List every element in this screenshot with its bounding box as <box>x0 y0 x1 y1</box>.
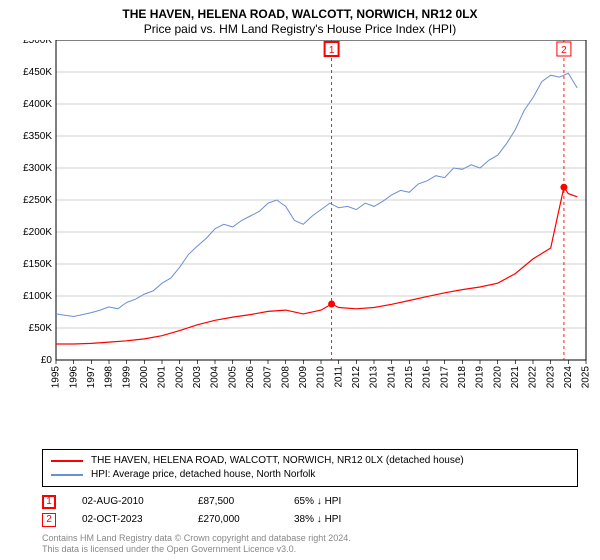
legend-label-hpi: HPI: Average price, detached house, Nort… <box>91 468 315 482</box>
legend-swatch-hpi <box>51 474 83 476</box>
chart-area: £0 £50K £100K £150K £200K £250K £300K £350K £400… <box>12 40 588 444</box>
legend-row-property: THE HAVEN, HELENA ROAD, WALCOTT, NORWICH… <box>51 454 569 468</box>
svg-text:2003: 2003 <box>192 366 203 389</box>
legend-label-property: THE HAVEN, HELENA ROAD, WALCOTT, NORWICH… <box>91 454 464 468</box>
svg-text:2010: 2010 <box>316 366 327 389</box>
marker-row-1: 1 02-AUG-2010 £87,500 65% ↓ HPI <box>42 493 578 511</box>
svg-text:2018: 2018 <box>457 366 468 389</box>
svg-text:2007: 2007 <box>263 366 274 389</box>
svg-text:2022: 2022 <box>528 366 539 389</box>
marker-price-1: £87,500 <box>198 496 268 507</box>
svg-text:£150K: £150K <box>23 259 52 270</box>
svg-text:2012: 2012 <box>351 366 362 389</box>
legend-swatch-property <box>51 460 83 462</box>
svg-text:£300K: £300K <box>23 163 52 174</box>
footer-line2: This data is licensed under the Open Gov… <box>42 544 578 556</box>
footer: Contains HM Land Registry data © Crown c… <box>42 533 578 556</box>
svg-text:2009: 2009 <box>298 366 309 389</box>
svg-text:2002: 2002 <box>174 366 185 389</box>
svg-text:£50K: £50K <box>29 323 53 334</box>
svg-text:£500K: £500K <box>23 40 52 46</box>
svg-text:2005: 2005 <box>227 366 238 389</box>
svg-text:2020: 2020 <box>492 366 503 389</box>
svg-text:2021: 2021 <box>510 366 521 389</box>
marker-date-2: 02-OCT-2023 <box>82 514 172 525</box>
chart-subtitle: Price paid vs. HM Land Registry's House … <box>12 22 588 36</box>
footer-line1: Contains HM Land Registry data © Crown c… <box>42 533 578 545</box>
svg-text:1996: 1996 <box>68 366 79 389</box>
svg-text:2023: 2023 <box>545 366 556 389</box>
legend: THE HAVEN, HELENA ROAD, WALCOTT, NORWICH… <box>42 449 578 487</box>
svg-text:£100K: £100K <box>23 291 52 302</box>
svg-text:1998: 1998 <box>104 366 115 389</box>
svg-text:2011: 2011 <box>333 366 344 388</box>
line-chart-svg: £0 £50K £100K £150K £200K £250K £300K £350K £400… <box>12 40 600 396</box>
svg-text:2024: 2024 <box>563 366 574 389</box>
legend-row-hpi: HPI: Average price, detached house, Nort… <box>51 468 569 482</box>
svg-text:1997: 1997 <box>86 366 97 389</box>
svg-text:£400K: £400K <box>23 99 52 110</box>
svg-text:2019: 2019 <box>475 366 486 389</box>
svg-text:1999: 1999 <box>121 366 132 389</box>
svg-text:2000: 2000 <box>139 366 150 389</box>
svg-text:£0: £0 <box>41 355 53 366</box>
marker-price-2: £270,000 <box>198 514 268 525</box>
svg-text:2006: 2006 <box>245 366 256 389</box>
svg-text:2015: 2015 <box>404 366 415 389</box>
marker-delta-1: 65% ↓ HPI <box>294 496 578 507</box>
chart-title: THE HAVEN, HELENA ROAD, WALCOTT, NORWICH… <box>12 6 588 22</box>
marker-date-1: 02-AUG-2010 <box>82 496 172 507</box>
svg-text:2016: 2016 <box>422 366 433 389</box>
svg-text:1: 1 <box>329 45 335 56</box>
svg-text:2004: 2004 <box>210 366 221 389</box>
svg-text:2013: 2013 <box>369 366 380 389</box>
marker-table: 1 02-AUG-2010 £87,500 65% ↓ HPI 2 02-OCT… <box>42 493 578 529</box>
svg-text:2001: 2001 <box>157 366 168 389</box>
marker-delta-2: 38% ↓ HPI <box>294 514 578 525</box>
marker-box-2: 2 <box>42 513 56 527</box>
svg-text:2014: 2014 <box>386 366 397 389</box>
marker-box-1: 1 <box>42 495 56 509</box>
svg-text:£450K: £450K <box>23 67 52 78</box>
svg-text:£250K: £250K <box>23 195 52 206</box>
svg-text:2008: 2008 <box>280 366 291 389</box>
svg-text:2017: 2017 <box>439 366 450 389</box>
svg-text:2025: 2025 <box>581 366 592 389</box>
svg-text:2: 2 <box>561 45 567 56</box>
marker-row-2: 2 02-OCT-2023 £270,000 38% ↓ HPI <box>42 511 578 529</box>
svg-text:£350K: £350K <box>23 131 52 142</box>
svg-text:1995: 1995 <box>51 366 62 389</box>
svg-text:£200K: £200K <box>23 227 52 238</box>
